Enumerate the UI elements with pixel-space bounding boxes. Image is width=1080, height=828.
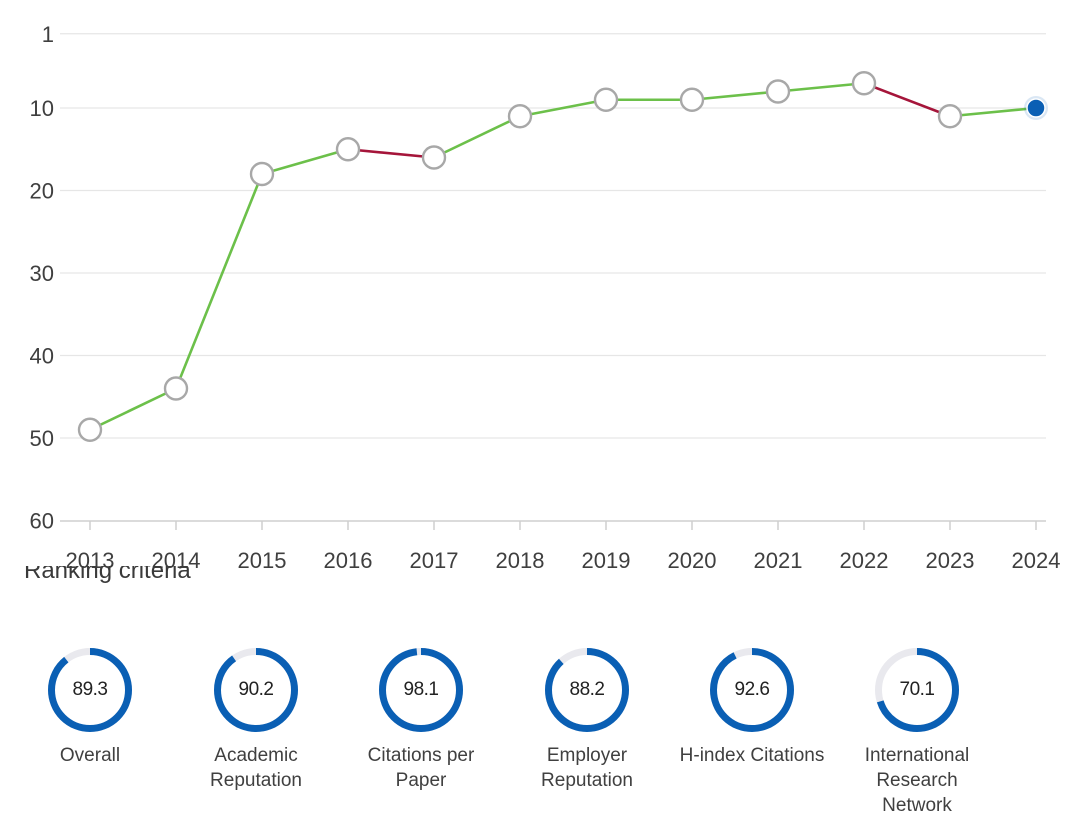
gauge-ring bbox=[379, 648, 463, 732]
gauge-fill bbox=[710, 648, 794, 732]
x-tick-label: 2014 bbox=[152, 548, 201, 573]
criterion-label: Overall bbox=[59, 745, 121, 766]
data-point[interactable] bbox=[937, 104, 963, 129]
line-segment bbox=[346, 147, 436, 159]
x-tick-label: 2017 bbox=[410, 548, 459, 573]
gauge-fill bbox=[875, 648, 959, 732]
gauge-fill bbox=[214, 648, 298, 732]
gauge-value: 98.1 bbox=[403, 679, 439, 700]
gauge-value: 70.1 bbox=[899, 679, 935, 700]
criterion-card: 98.1 Citations per Paper bbox=[346, 645, 496, 793]
data-point[interactable] bbox=[851, 71, 877, 96]
criterion-card: 92.6 H-index Citations bbox=[677, 645, 827, 768]
x-tick-label: 2019 bbox=[582, 548, 631, 573]
line-segment bbox=[776, 81, 866, 93]
gauge-fill bbox=[379, 648, 463, 732]
y-tick-label: 40 bbox=[30, 344, 54, 369]
x-tick-label: 2018 bbox=[496, 548, 545, 573]
gauge-ring bbox=[875, 648, 959, 732]
x-tick-label: 2021 bbox=[754, 548, 803, 573]
criterion-card: 88.2 Employer Reputation bbox=[512, 645, 662, 793]
line-segment bbox=[432, 114, 522, 159]
y-tick-label: 10 bbox=[30, 96, 54, 121]
data-point[interactable] bbox=[249, 161, 275, 187]
criterion-label: H-index Citations bbox=[679, 745, 825, 766]
data-point[interactable] bbox=[163, 376, 189, 401]
series-line bbox=[88, 81, 1038, 432]
criterion-label: Citations per Paper bbox=[367, 745, 475, 791]
gauge-fill bbox=[545, 648, 629, 732]
data-point[interactable] bbox=[679, 87, 705, 112]
score-gauge: 88.2 bbox=[542, 645, 632, 735]
gauge-fill bbox=[48, 648, 132, 732]
x-tick-label: 2016 bbox=[324, 548, 373, 573]
grid-lines bbox=[60, 33, 1046, 439]
criterion-label: Academic Reputation bbox=[210, 745, 302, 791]
line-segment bbox=[948, 106, 1038, 118]
line-segment bbox=[518, 98, 608, 118]
line-segment bbox=[174, 172, 264, 390]
line-segment bbox=[862, 81, 952, 118]
score-gauge: 98.1 bbox=[376, 645, 466, 735]
line-segment bbox=[690, 90, 780, 102]
score-gauge: 92.6 bbox=[707, 645, 797, 735]
x-tick-label: 2020 bbox=[668, 548, 717, 573]
x-axis: 2013 2014 2015 2016 2017 2018 2019 2020 2021 2022… bbox=[60, 520, 1061, 573]
x-tick-label: 2015 bbox=[238, 548, 287, 573]
data-point[interactable] bbox=[421, 145, 447, 170]
y-tick-label: 20 bbox=[30, 179, 54, 204]
x-tick-label: 2022 bbox=[840, 548, 889, 573]
gauge-value: 90.2 bbox=[238, 679, 274, 700]
criterion-label: Employer Reputation bbox=[541, 745, 633, 791]
y-tick-label: 50 bbox=[30, 426, 54, 451]
criterion-card: 70.1 International Research Network bbox=[842, 645, 992, 818]
gauge-ring bbox=[48, 648, 132, 732]
y-tick-label: 30 bbox=[30, 261, 54, 286]
section-heading: Ranking criteria bbox=[24, 566, 191, 584]
y-axis-ticks: 1 10 20 30 40 50 60 bbox=[30, 22, 54, 534]
ranking-criteria: 89.3 Overall 90.2 Academic Reputation 98.1 Ci… bbox=[0, 645, 1080, 828]
gauge-ring bbox=[545, 648, 629, 732]
score-gauge: 89.3 bbox=[45, 645, 135, 735]
data-point[interactable] bbox=[765, 79, 791, 104]
score-gauge: 90.2 bbox=[211, 645, 301, 735]
gauge-value: 89.3 bbox=[72, 679, 108, 700]
gauge-value: 88.2 bbox=[569, 679, 605, 700]
x-tick-label: 2023 bbox=[926, 548, 975, 573]
line-segment bbox=[88, 387, 178, 432]
x-tick-label: 2013 bbox=[66, 548, 115, 573]
gauge-ring bbox=[710, 648, 794, 732]
criterion-card: 89.3 Overall bbox=[15, 645, 165, 768]
data-point[interactable] bbox=[507, 104, 533, 129]
series-points bbox=[77, 71, 1048, 442]
data-point[interactable] bbox=[77, 417, 103, 442]
data-point[interactable] bbox=[593, 87, 619, 112]
y-tick-label: 1 bbox=[42, 22, 54, 47]
gauge-value: 92.6 bbox=[734, 679, 770, 700]
line-segment bbox=[260, 147, 350, 176]
criterion-card: 90.2 Academic Reputation bbox=[181, 645, 331, 793]
data-point-current[interactable] bbox=[1026, 98, 1046, 118]
gauge-ring bbox=[214, 648, 298, 732]
x-tick-label: 2024 bbox=[1012, 548, 1061, 573]
criterion-label: International Research Network bbox=[864, 745, 970, 816]
y-tick-label: 60 bbox=[30, 509, 54, 534]
data-point[interactable] bbox=[335, 137, 361, 162]
score-gauge: 70.1 bbox=[872, 645, 962, 735]
